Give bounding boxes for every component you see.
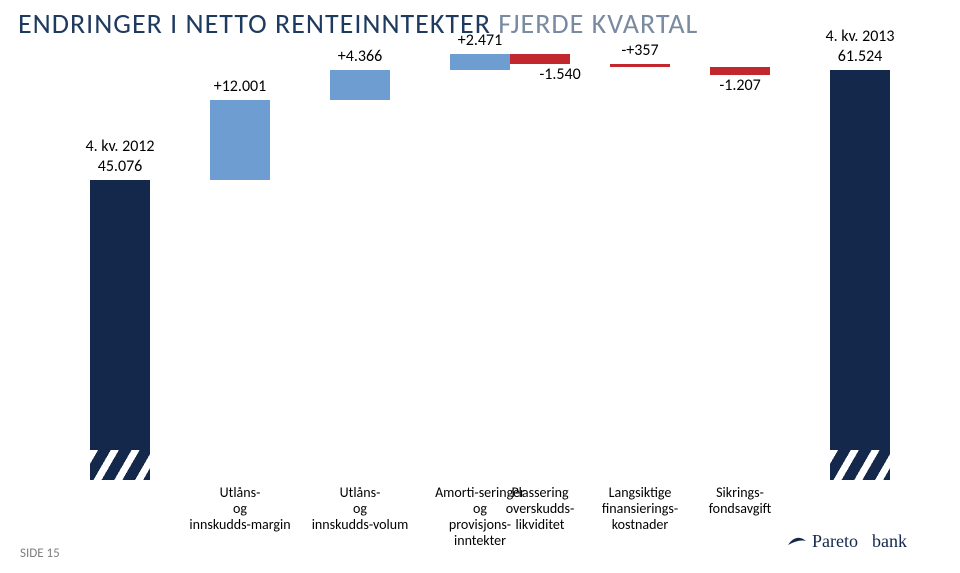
page-number: SIDE 15 [20, 546, 60, 561]
title-part-1: ENDRINGER I NETTO RENTEINNTEKTER [18, 6, 498, 41]
category-label-c4: Plasseringoverskudds-likviditet [485, 485, 595, 533]
bar-c6 [710, 67, 770, 75]
bar-c2 [330, 70, 390, 99]
value-label-end-top: 4. kv. 2013 [825, 27, 894, 46]
bar-start [90, 180, 150, 481]
value-label-c1: +12.001 [214, 77, 267, 96]
category-label-c6: Sikrings-fondsavgift [685, 485, 795, 517]
title-part-2: FJERDE KVARTAL [498, 6, 698, 41]
value-label-end: 61.524 [838, 47, 883, 66]
svg-text:bank: bank [872, 531, 907, 551]
bar-c4 [510, 54, 570, 64]
value-label-start-top: 4. kv. 2012 [85, 137, 154, 156]
value-label-c2: +4.366 [338, 47, 382, 66]
bar-c3 [450, 54, 510, 70]
svg-text:Pareto: Pareto [812, 531, 858, 551]
bar-end [830, 70, 890, 480]
category-label-c5: Langsiktigefinansierings-kostnader [585, 485, 695, 533]
company-logo: Pareto bank [786, 527, 936, 557]
value-label-c6: -1.207 [719, 76, 760, 95]
bar-c1 [210, 100, 270, 180]
category-label-c2: Utlåns-oginnskudds-volum [305, 485, 415, 533]
category-label-c1: Utlåns-oginnskudds-margin [185, 485, 295, 533]
value-label-c4: -1.540 [539, 65, 580, 84]
value-label-c5: -+357 [621, 41, 658, 60]
slide-title: ENDRINGER I NETTO RENTEINNTEKTER FJERDE … [18, 6, 698, 41]
value-label-c3: +2.471 [458, 31, 502, 50]
bar-c5 [610, 64, 670, 66]
value-label-start: 45.076 [98, 157, 143, 176]
waterfall-chart: 4. kv. 201245.076+12.001+4.366+2.471-1.5… [60, 60, 900, 480]
